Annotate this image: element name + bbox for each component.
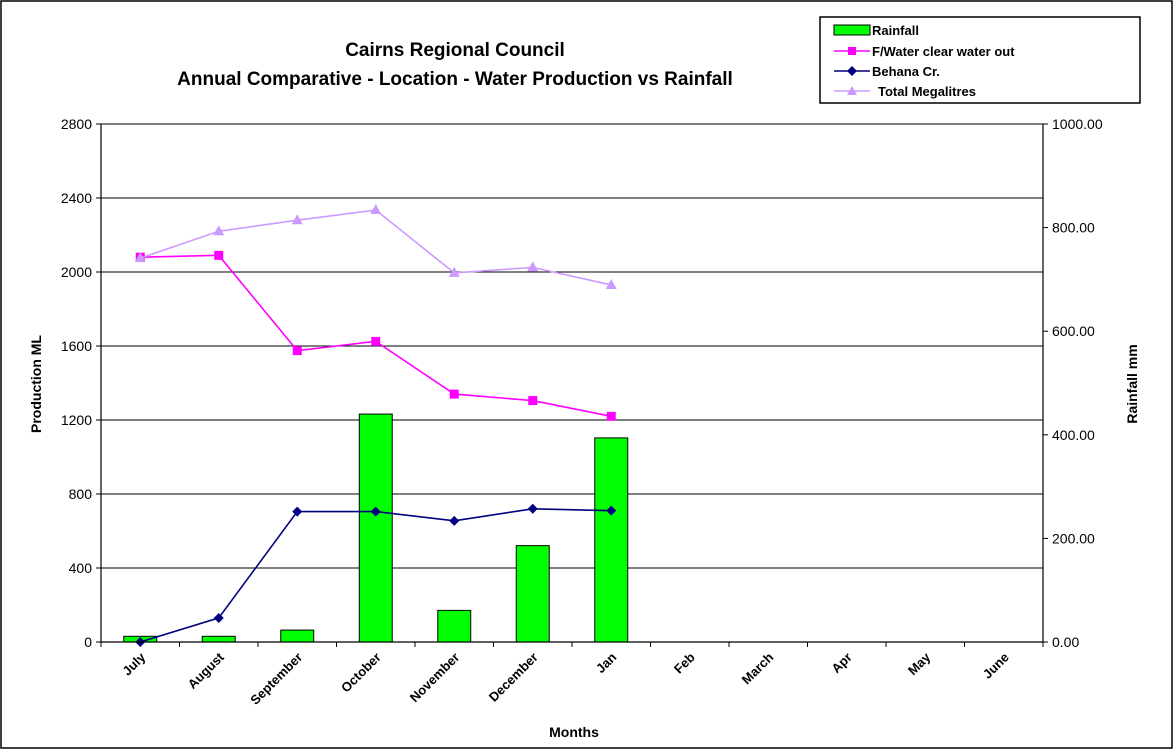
rainfall-bar bbox=[437, 609, 472, 643]
y2-tick-label: 0.00 bbox=[1052, 634, 1079, 650]
data-point bbox=[370, 506, 381, 517]
y-tick-label: 2000 bbox=[61, 264, 92, 280]
legend-label-fwater: F/Water clear water out bbox=[872, 44, 1015, 59]
data-point bbox=[527, 261, 539, 272]
data-point bbox=[449, 515, 460, 526]
data-point bbox=[213, 612, 224, 623]
rainfall-bar bbox=[201, 635, 236, 643]
x-axis-label: Months bbox=[549, 724, 599, 740]
y-tick-label: 2800 bbox=[61, 116, 92, 132]
rainfall-bar bbox=[280, 629, 315, 643]
data-point bbox=[606, 411, 616, 421]
legend-label-rainfall: Rainfall bbox=[872, 23, 919, 38]
data-point bbox=[370, 204, 382, 215]
line-series bbox=[134, 204, 617, 647]
data-point bbox=[134, 252, 146, 263]
legend: Rainfall F/Water clear water out Behana … bbox=[819, 16, 1141, 104]
legend-marker-fwater bbox=[848, 47, 856, 55]
data-point bbox=[605, 278, 617, 289]
y-axis-label: Production ML bbox=[28, 335, 44, 433]
y2-axis-label: Rainfall mm bbox=[1124, 344, 1140, 423]
rainfall-bar bbox=[515, 545, 550, 643]
y2-tick-label: 800.00 bbox=[1052, 220, 1095, 236]
chart-subtitle: Annual Comparative - Location - Water Pr… bbox=[177, 69, 733, 90]
legend-marker-behana bbox=[847, 66, 857, 76]
legend-label-behana: Behana Cr. bbox=[872, 64, 940, 79]
y-tick-label: 800 bbox=[69, 486, 93, 502]
data-point bbox=[214, 250, 224, 260]
data-point bbox=[371, 336, 381, 346]
data-point bbox=[528, 396, 538, 406]
legend-label-total: Total Megalitres bbox=[878, 84, 976, 99]
y-tick-label: 1600 bbox=[61, 338, 92, 354]
rainfall-bar bbox=[358, 413, 393, 643]
y-tick-label: 2400 bbox=[61, 190, 92, 206]
y2-tick-label: 600.00 bbox=[1052, 323, 1095, 339]
legend-swatch-rainfall bbox=[833, 24, 871, 36]
legend-marker-total bbox=[847, 86, 857, 95]
data-point bbox=[291, 214, 303, 225]
data-point bbox=[213, 225, 225, 236]
chart-title: Cairns Regional Council bbox=[345, 40, 565, 61]
y2-tick-label: 1000.00 bbox=[1052, 116, 1103, 132]
data-point bbox=[448, 266, 460, 277]
rainfall-bar bbox=[594, 437, 629, 643]
legend-box bbox=[819, 16, 1141, 104]
data-point bbox=[449, 389, 459, 399]
data-point bbox=[527, 503, 538, 514]
y2-tick-label: 400.00 bbox=[1052, 427, 1095, 443]
data-point bbox=[292, 346, 302, 356]
rainfall-bars bbox=[123, 413, 629, 643]
y-tick-label: 400 bbox=[69, 560, 93, 576]
gridlines bbox=[101, 123, 1043, 643]
data-point bbox=[292, 506, 303, 517]
y2-tick-label: 200.00 bbox=[1052, 530, 1095, 546]
y-tick-label: 1200 bbox=[61, 412, 92, 428]
y-tick-label: 0 bbox=[84, 634, 92, 650]
data-point bbox=[606, 505, 617, 516]
